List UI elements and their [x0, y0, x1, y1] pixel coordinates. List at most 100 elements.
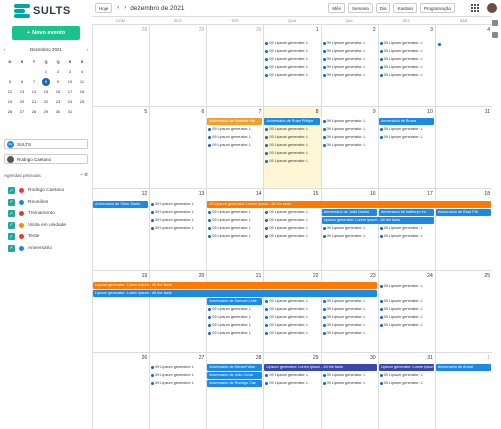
event-item[interactable]: 09 Lipsum generator: L [208, 306, 261, 312]
event-bar[interactable]: Aniversário de Denzel Was [207, 364, 263, 371]
event-item[interactable]: 09 Lipsum generator: L [379, 72, 433, 78]
day-cell[interactable]: 7 [206, 107, 263, 188]
event-item[interactable]: 09 Lipsum generator: L [151, 201, 204, 207]
event-item[interactable]: 09 Lipsum generator: L [265, 126, 318, 132]
event-item[interactable]: 09 Lipsum generator: L [265, 40, 318, 46]
event-item[interactable]: 09 Lipsum generator: L [265, 330, 318, 336]
event-item[interactable]: 09 Lipsum generator: L [379, 134, 433, 140]
mini-day[interactable]: 1 [44, 69, 48, 74]
mini-day[interactable]: 10 [67, 79, 73, 84]
event-item[interactable]: 09 Lipsum generator: L [265, 314, 318, 320]
event-bar[interactable]: Aniversário de Brad Pitt [435, 209, 491, 216]
event-item[interactable]: 09 Lipsum generator: L [322, 298, 376, 304]
day-cell[interactable]: 25 [434, 271, 492, 352]
agenda-item[interactable]: ✓ Rodrigo Caetano [8, 185, 92, 197]
day-cell[interactable]: 29 [263, 353, 320, 429]
day-cell[interactable]: 30 [320, 353, 378, 429]
event-item[interactable]: 09 Lipsum generator: L [265, 298, 318, 304]
event-item[interactable]: 09 Lipsum generator: L [379, 322, 433, 328]
day-number[interactable]: 3 [430, 27, 433, 33]
user-select[interactable]: Rodrigo Caetano [4, 154, 88, 164]
event-item[interactable]: 09 Lipsum generator: L [265, 322, 318, 328]
event-item[interactable]: 09 Lipsum generator: L [265, 158, 318, 164]
mini-day[interactable]: 13 [19, 89, 25, 94]
day-number[interactable]: 14 [255, 191, 262, 197]
next-month-icon[interactable]: › [124, 5, 127, 11]
day-cell[interactable]: 23 [320, 271, 378, 352]
day-cell[interactable]: 13 [149, 189, 206, 270]
day-number[interactable]: 6 [201, 109, 205, 115]
checkbox-icon[interactable]: ✓ [8, 221, 15, 229]
mini-prev-icon[interactable]: ‹ [4, 46, 6, 52]
mini-day[interactable]: 2 [56, 69, 60, 74]
event-item[interactable]: 09 Lipsum generator: L [322, 126, 376, 132]
event-item[interactable]: 09 Lipsum generator: L [322, 56, 376, 62]
day-cell[interactable]: 16 [320, 189, 378, 270]
event-item[interactable]: 09 Lipsum generator: L [208, 225, 261, 231]
mini-day[interactable]: 12 [7, 89, 13, 94]
day-number[interactable]: 23 [370, 273, 376, 279]
checkbox-icon[interactable]: ✓ [8, 233, 15, 241]
mini-day[interactable]: 4 [80, 69, 84, 74]
event-item[interactable]: 09 Lipsum generator: L [322, 330, 376, 336]
day-number[interactable]: 20 [198, 273, 205, 279]
event-item[interactable]: 09 Lipsum generator: L [265, 56, 318, 62]
event-item[interactable]: 09 Lipsum generator: L [208, 142, 261, 148]
event-item[interactable]: 09 Lipsum generator: L [265, 48, 318, 54]
view-button-2[interactable]: Dia [375, 3, 391, 13]
event-item[interactable]: 09 Lipsum generator: L [379, 298, 433, 304]
mini-day[interactable]: 25 [79, 99, 85, 104]
day-number[interactable]: 25 [484, 273, 490, 279]
event-item[interactable]: 09 Lipsum generator: L [208, 314, 261, 320]
company-select[interactable]: SU SULTS [4, 139, 88, 149]
mini-day[interactable]: 20 [19, 99, 25, 104]
add-agenda-icon[interactable]: + [80, 172, 83, 177]
event-item[interactable]: 09 Lipsum generator: L [208, 322, 261, 328]
event-item[interactable]: 09 Lipsum generator: L [379, 126, 433, 132]
apps-grid-icon[interactable] [471, 4, 479, 12]
event-item[interactable]: 09 Lipsum generator: L [322, 372, 376, 378]
mini-day[interactable]: 18 [79, 89, 85, 94]
day-number[interactable]: 29 [198, 27, 205, 33]
event-item[interactable]: 09 Lipsum generator: L [265, 142, 318, 148]
event-item[interactable]: 09 Lipsum generator: L [151, 217, 204, 223]
event-bar[interactable]: Aniversário de João Daniel [321, 209, 377, 216]
event-bar[interactable]: Aniversário de katheryn en [378, 209, 434, 216]
event-bar[interactable]: Aniversário de Samuel Leite [207, 298, 263, 305]
agenda-item[interactable]: ✓ Treinamento [8, 208, 92, 220]
mini-day[interactable]: 26 [7, 109, 13, 114]
day-cell[interactable]: 24 [377, 271, 435, 352]
day-number[interactable]: 8 [315, 109, 319, 115]
day-number[interactable]: 17 [427, 191, 433, 197]
day-cell[interactable]: 28 [206, 353, 263, 429]
event-item[interactable]: 09 Lipsum generator: L [379, 233, 433, 239]
event-item[interactable]: 09 Lipsum generator: L [379, 306, 433, 312]
day-cell[interactable]: 11 [434, 107, 492, 188]
mini-day[interactable]: 30 [55, 109, 61, 114]
event-item[interactable]: 09 Lipsum generator: L [265, 306, 318, 312]
mini-day[interactable]: 29 [43, 109, 49, 114]
mini-day[interactable]: 6 [20, 79, 24, 84]
mini-day[interactable]: 17 [67, 89, 73, 94]
mini-day[interactable]: 11 [79, 79, 85, 84]
prev-month-icon[interactable]: ‹ [117, 5, 120, 11]
event-item[interactable]: 09 Lipsum generator: L [322, 64, 376, 70]
event-item[interactable]: 09 Lipsum generator: L [379, 380, 433, 386]
event-item[interactable]: 09 Lipsum generator: L [208, 233, 261, 239]
mini-day[interactable]: 14 [31, 89, 37, 94]
day-cell[interactable]: 14 [206, 189, 263, 270]
settings-icon[interactable]: ⚙ [83, 172, 88, 177]
event-item[interactable]: 09 Lipsum generator: L [322, 314, 376, 320]
event-item[interactable]: 09 Lipsum generator: L [379, 40, 433, 46]
day-cell[interactable]: 19 [92, 271, 149, 352]
event-item[interactable]: 09 Lipsum generator: L [379, 48, 433, 54]
day-cell[interactable]: 4 [434, 25, 492, 106]
day-number[interactable]: 9 [372, 109, 376, 115]
event-bar[interactable]: Aniversário de Kristofer Ha [207, 118, 263, 125]
day-cell[interactable]: 27 [149, 353, 206, 429]
event-item[interactable]: 09 Lipsum generator: L [265, 150, 318, 156]
mini-day[interactable]: 3 [68, 69, 72, 74]
event-bar[interactable]: Aniversário de Bruna [378, 118, 434, 125]
day-cell[interactable]: 29 [149, 25, 206, 106]
day-number[interactable]: 15 [313, 191, 319, 197]
